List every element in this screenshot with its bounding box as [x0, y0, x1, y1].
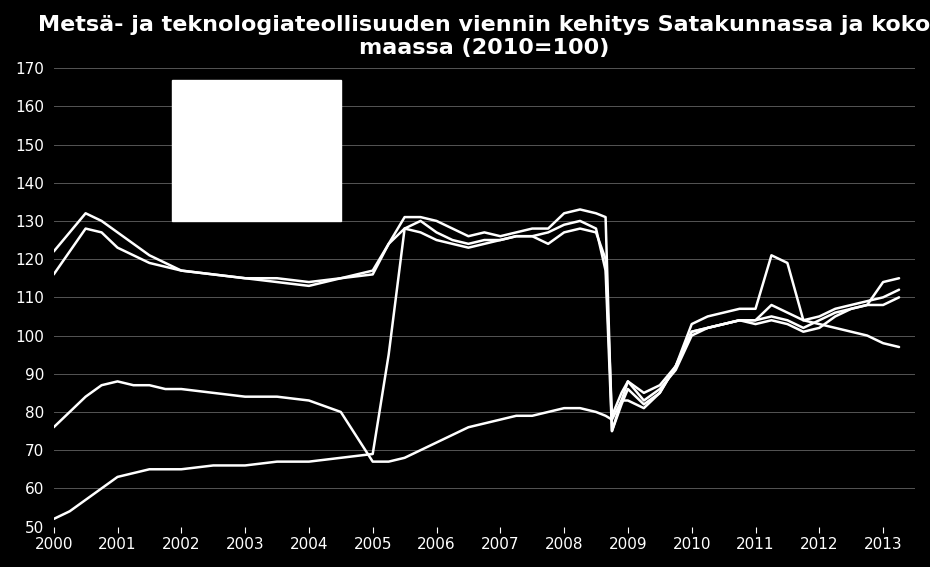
Title: Metsä- ja teknologiateollisuuden viennin kehitys Satakunnassa ja koko
maassa (20: Metsä- ja teknologiateollisuuden viennin…	[38, 15, 930, 58]
Bar	[172, 79, 340, 221]
